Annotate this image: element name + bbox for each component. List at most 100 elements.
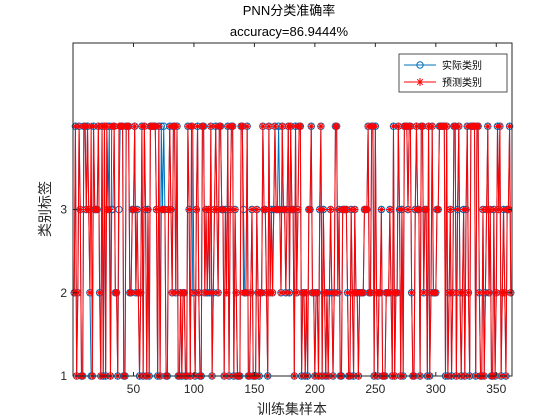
data-point (496, 122, 504, 130)
legend-label-actual: 实际类别 (442, 59, 482, 72)
data-point (190, 289, 198, 297)
data-point (351, 205, 359, 214)
data-point (144, 205, 152, 214)
data-point (406, 122, 415, 130)
data-point (131, 122, 139, 130)
x-axis-label: 训练集样本 (257, 401, 327, 418)
data-point (185, 205, 193, 214)
data-point (348, 289, 356, 297)
chart-title: PNN分类准确率 (243, 3, 335, 18)
data-point (495, 205, 503, 214)
data-point (458, 289, 467, 297)
y-tick-label: 1 (60, 369, 67, 383)
data-point (424, 122, 433, 130)
data-point (389, 122, 398, 130)
data-point (206, 289, 214, 297)
data-point (248, 205, 256, 214)
data-point (445, 289, 453, 297)
data-point (226, 205, 234, 214)
data-point (193, 122, 202, 130)
data-point (451, 122, 459, 130)
data-point (173, 122, 181, 130)
data-point (289, 205, 297, 214)
data-point (195, 289, 203, 297)
data-point (209, 289, 217, 297)
data-point (408, 289, 416, 297)
data-point (259, 122, 267, 130)
data-point (192, 205, 200, 214)
legend-label-predicted: 预测类别 (442, 76, 482, 89)
data-point (291, 122, 300, 130)
data-point (229, 122, 237, 130)
data-point (94, 122, 102, 130)
data-point (184, 122, 192, 130)
data-point (455, 122, 463, 130)
data-point (278, 122, 286, 130)
data-point (490, 205, 498, 214)
data-point (376, 289, 384, 297)
data-point (485, 289, 493, 297)
data-point (483, 205, 491, 214)
data-point (224, 122, 232, 130)
data-point (85, 205, 93, 214)
data-point (306, 205, 314, 214)
data-point (231, 205, 239, 214)
data-point (261, 205, 269, 214)
data-point (434, 205, 442, 214)
data-point (317, 122, 325, 130)
data-point (212, 122, 220, 130)
data-point (474, 122, 482, 130)
data-point (103, 122, 111, 130)
data-point (366, 289, 375, 297)
data-point (462, 205, 470, 214)
data-point (125, 122, 133, 130)
data-point (296, 122, 304, 130)
x-tick-label: 350 (486, 382, 506, 396)
data-point (262, 289, 271, 297)
data-point (386, 205, 394, 214)
data-point (486, 205, 494, 214)
data-point (343, 289, 352, 297)
data-point (71, 122, 80, 130)
data-point (93, 205, 101, 214)
data-point (326, 205, 335, 214)
chart-subtitle: accuracy=86.9444% (230, 24, 349, 39)
data-point (133, 205, 141, 214)
data-point (428, 122, 436, 130)
data-point (475, 289, 483, 297)
data-point (492, 289, 500, 297)
data-point (464, 289, 473, 297)
legend-marker-actual (416, 61, 424, 69)
x-tick-label: 50 (127, 382, 141, 396)
data-point (189, 122, 197, 130)
data-point (129, 205, 138, 214)
data-point (86, 289, 94, 297)
data-point (238, 122, 246, 130)
x-tick-label: 150 (244, 382, 264, 396)
data-point (394, 122, 402, 130)
data-point (330, 289, 338, 297)
data-point (207, 122, 215, 130)
data-point (463, 122, 471, 130)
data-point (371, 122, 379, 130)
data-point (214, 289, 222, 297)
data-point (105, 205, 113, 214)
data-point (180, 289, 188, 297)
data-point (127, 289, 135, 297)
x-tick-label: 300 (426, 382, 446, 396)
data-point (243, 122, 251, 130)
data-point (222, 289, 231, 297)
data-point (359, 289, 367, 297)
data-point (152, 205, 161, 214)
data-point (118, 122, 127, 130)
data-point (287, 122, 295, 130)
data-point (96, 289, 104, 297)
legend-marker-predicted (416, 78, 424, 86)
plot-area: 50 100 150 200 250 300 350 1 2 3 (60, 42, 515, 396)
data-point (420, 289, 428, 297)
x-tick-label: 200 (305, 382, 325, 396)
data-point (334, 289, 342, 297)
data-point (172, 289, 180, 297)
data-point (481, 289, 489, 297)
data-point (446, 205, 454, 214)
